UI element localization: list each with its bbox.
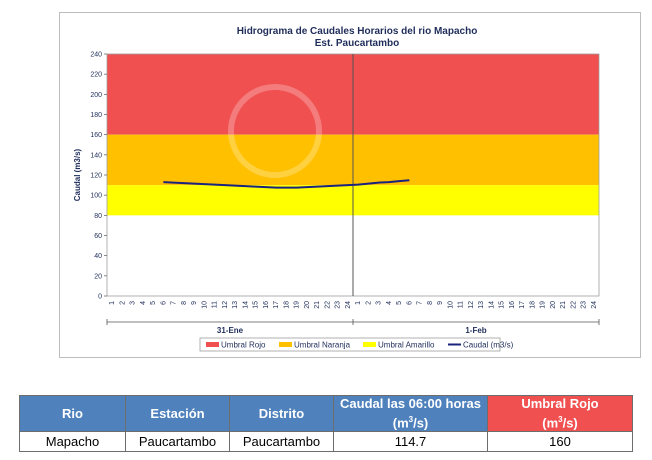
y-tick-label: 200 — [90, 92, 102, 99]
cell-umbral: 160 — [487, 431, 633, 453]
x-tick-label: 17 — [519, 301, 526, 309]
header-umbral-unit-a: (m — [542, 415, 559, 431]
x-tick-label: 21 — [314, 301, 321, 309]
y-tick-label: 0 — [98, 294, 102, 301]
y-tick-label: 80 — [94, 213, 102, 220]
header-umbral-rojo: Umbral Rojo (m3/s) — [487, 394, 633, 433]
day-label: 1-Feb — [465, 326, 486, 335]
x-tick-label: 23 — [581, 301, 588, 309]
x-tick-label: 21 — [560, 301, 567, 309]
x-tick-label: 13 — [232, 301, 239, 309]
legend-label: Caudal (m3/s) — [463, 341, 514, 350]
x-tick-label: 6 — [160, 301, 167, 305]
x-tick-label: 11 — [212, 301, 219, 308]
x-tick-label: 16 — [263, 301, 270, 309]
cell-rio: Mapacho — [19, 431, 126, 453]
x-tick-label: 23 — [335, 301, 342, 309]
x-tick-label: 24 — [345, 301, 352, 309]
legend-label: Umbral Amarillo — [378, 341, 435, 350]
legend-box — [199, 337, 501, 352]
x-tick-label: 3 — [130, 301, 137, 305]
x-tick-label: 2 — [119, 301, 126, 305]
x-tick-label: 3 — [376, 301, 383, 305]
x-tick-label: 4 — [386, 301, 393, 305]
x-tick-label: 9 — [191, 301, 198, 305]
header-caudal-unit-a: (m — [392, 415, 409, 431]
header-caudal-unit-sup: 3 — [408, 415, 414, 424]
x-tick-label: 22 — [570, 301, 577, 309]
cell-estacion: Paucartambo — [125, 431, 230, 453]
day-label: 31-Ene — [217, 326, 244, 335]
header-umbral-unit-sup: 3 — [558, 415, 563, 424]
y-tick-label: 140 — [90, 152, 102, 159]
legend-swatch — [279, 342, 292, 347]
y-tick-label: 240 — [90, 52, 102, 59]
summary-table: Rio Estación Distrito Caudal las 06:00 h… — [19, 394, 633, 453]
x-tick-label: 17 — [273, 301, 280, 309]
x-tick-label: 8 — [181, 301, 188, 305]
table-row: Mapacho Paucartambo Paucartambo 114.7 16… — [19, 431, 633, 453]
chart-subtitle: Est. Paucartambo — [315, 38, 399, 49]
header-rio: Rio — [19, 394, 126, 433]
x-tick-label: 22 — [324, 301, 331, 309]
y-tick-label: 160 — [90, 132, 102, 139]
series-line-caudal — [163, 179, 410, 189]
header-distrito: Distrito — [229, 394, 334, 433]
y-tick-label: 20 — [94, 273, 102, 280]
x-tick-label: 2 — [365, 301, 372, 305]
y-tick-label: 40 — [94, 253, 102, 260]
x-tick-label: 6 — [406, 301, 413, 305]
x-tick-label: 9 — [437, 301, 444, 305]
legend-label: Umbral Naranja — [294, 341, 351, 350]
x-tick-label: 12 — [468, 301, 475, 309]
x-tick-label: 5 — [150, 301, 157, 305]
header-umbral-unit-b: /s) — [562, 415, 578, 431]
header-caudal-unit-b: /s) — [413, 415, 429, 431]
cell-distrito: Paucartambo — [229, 431, 334, 453]
x-tick-label: 5 — [396, 301, 403, 305]
x-tick-label: 1 — [109, 301, 116, 305]
chart-panel: Hidrograma de Caudales Horarios del rio … — [59, 12, 641, 358]
x-tick-label: 7 — [417, 301, 424, 305]
y-tick-label: 100 — [90, 193, 102, 200]
x-tick-label: 1 — [355, 301, 362, 305]
x-tick-label: 14 — [242, 301, 249, 309]
x-tick-label: 19 — [540, 301, 547, 309]
x-tick-label: 4 — [140, 301, 147, 305]
x-tick-label: 20 — [304, 301, 311, 309]
x-tick-label: 12 — [222, 301, 229, 309]
header-caudal: Caudal las 06:00 horas (m3/s) — [333, 394, 488, 433]
x-tick-label: 11 — [458, 301, 465, 308]
y-tick-label: 180 — [90, 112, 102, 119]
legend-label: Umbral Rojo — [221, 341, 266, 350]
header-estacion: Estación — [125, 394, 230, 433]
y-axis-title: Caudal (m3/s) — [73, 148, 82, 201]
y-tick-label: 60 — [94, 233, 102, 240]
header-caudal-label: Caudal las 06:00 horas — [340, 396, 481, 411]
x-tick-label: 18 — [529, 301, 536, 309]
cell-caudal: 114.7 — [333, 431, 488, 453]
x-tick-label: 20 — [550, 301, 557, 309]
hydrograph-chart: Hidrograma de Caudales Horarios del rio … — [73, 26, 600, 352]
x-tick-label: 18 — [283, 301, 290, 309]
header-umbral-label: Umbral Rojo — [521, 396, 599, 411]
y-tick-label: 120 — [90, 173, 102, 180]
x-tick-label: 16 — [509, 301, 516, 309]
table-header-row: Rio Estación Distrito Caudal las 06:00 h… — [19, 394, 633, 433]
y-tick-label: 220 — [90, 72, 102, 79]
x-tick-label: 10 — [447, 301, 454, 309]
x-tick-label: 24 — [591, 301, 598, 309]
x-tick-label: 15 — [499, 301, 506, 309]
chart-title: Hidrograma de Caudales Horarios del rio … — [237, 26, 478, 37]
x-tick-label: 15 — [253, 301, 260, 309]
watermark-emblem — [228, 84, 322, 178]
x-tick-label: 13 — [478, 301, 485, 309]
x-tick-label: 19 — [294, 301, 301, 309]
legend-swatch — [206, 342, 219, 347]
x-tick-label: 8 — [427, 301, 434, 305]
legend-swatch — [363, 342, 376, 347]
x-tick-label: 10 — [201, 301, 208, 309]
x-tick-label: 14 — [488, 301, 495, 309]
x-tick-label: 7 — [171, 301, 178, 305]
